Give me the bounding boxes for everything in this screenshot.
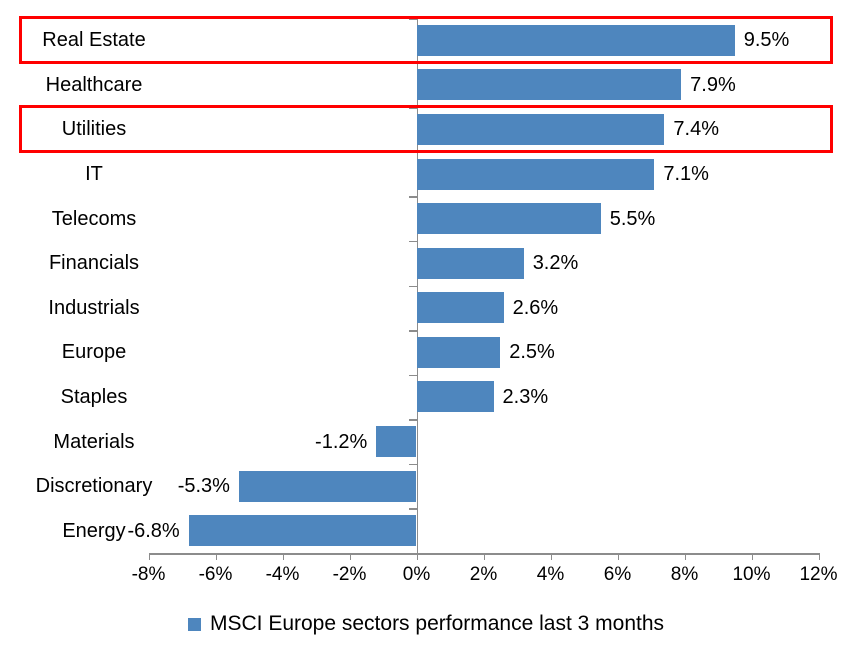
bar xyxy=(188,515,417,547)
y-axis-tick xyxy=(408,196,417,198)
x-axis-tick-label: 2% xyxy=(469,564,498,585)
x-axis-tick-label: -2% xyxy=(332,564,367,585)
highlight-box xyxy=(19,105,833,154)
y-axis-tick xyxy=(408,553,417,555)
bar xyxy=(416,203,601,235)
category-label: Utilities xyxy=(61,118,127,141)
value-label: -5.3% xyxy=(177,475,230,498)
value-label: 2.6% xyxy=(512,296,559,319)
bar xyxy=(416,69,682,101)
x-axis-tick xyxy=(416,553,418,560)
y-axis-tick xyxy=(408,463,417,466)
bar xyxy=(416,158,655,190)
category-label: Industrials xyxy=(48,296,140,319)
x-axis-tick xyxy=(215,553,217,560)
value-label: -6.8% xyxy=(127,519,180,542)
x-axis-tick xyxy=(818,553,820,560)
category-label: Europe xyxy=(61,341,127,364)
bar xyxy=(416,381,494,413)
highlight-box xyxy=(19,16,833,65)
x-axis-tick-label: 12% xyxy=(799,564,838,585)
bar xyxy=(416,336,501,368)
x-axis-tick xyxy=(483,553,485,560)
x-axis-tick-label: 4% xyxy=(536,564,565,585)
x-axis-tick-label: 8% xyxy=(670,564,699,585)
value-label: -1.2% xyxy=(315,430,368,453)
value-label: 7.4% xyxy=(673,118,719,141)
y-axis-tick xyxy=(408,374,417,377)
category-label: IT xyxy=(85,163,103,186)
category-label: Discretionary xyxy=(35,475,153,498)
category-label: Telecoms xyxy=(51,207,137,230)
category-label: Energy xyxy=(62,519,126,542)
value-label: 3.2% xyxy=(532,252,579,275)
category-label: Materials xyxy=(53,430,135,453)
x-axis-tick xyxy=(617,553,619,560)
x-axis-tick-label: 10% xyxy=(732,564,771,585)
category-label: Healthcare xyxy=(45,73,143,96)
value-label: 5.5% xyxy=(609,207,656,230)
x-axis-tick xyxy=(751,553,753,560)
y-axis-tick xyxy=(408,285,417,287)
value-label: 7.9% xyxy=(690,73,736,96)
legend-label: MSCI Europe sectors performance last 3 m… xyxy=(209,612,665,635)
bar xyxy=(238,470,417,502)
x-axis-tick xyxy=(148,553,150,560)
value-label: 9.5% xyxy=(743,29,790,52)
y-axis-tick xyxy=(408,240,417,243)
chart-legend: MSCI Europe sectors performance last 3 m… xyxy=(0,610,852,638)
x-axis-tick-label: -4% xyxy=(265,564,300,585)
bar xyxy=(416,113,665,145)
value-label: 7.1% xyxy=(663,163,709,186)
value-label: 2.3% xyxy=(502,385,549,408)
y-axis-tick xyxy=(408,508,417,510)
x-axis-tick xyxy=(349,553,351,560)
y-axis-tick xyxy=(408,330,417,332)
y-axis-line xyxy=(416,18,418,553)
category-label: Real Estate xyxy=(42,29,146,52)
x-axis-tick xyxy=(684,553,686,560)
bar xyxy=(416,24,735,56)
x-axis-tick-label: 0% xyxy=(402,564,431,585)
legend-marker-icon xyxy=(187,617,201,631)
category-label: Staples xyxy=(60,385,128,408)
x-axis-tick-label: 6% xyxy=(603,564,632,585)
value-label: 2.5% xyxy=(509,341,555,364)
category-label: Financials xyxy=(48,252,140,275)
x-axis-tick-label: -6% xyxy=(198,564,233,585)
bar xyxy=(376,426,417,458)
bar xyxy=(416,247,524,279)
y-axis-tick xyxy=(408,419,417,421)
x-axis-tick xyxy=(282,553,284,560)
x-axis-tick-label: -8% xyxy=(131,564,166,585)
bar xyxy=(416,292,504,324)
x-axis-tick xyxy=(550,553,552,560)
